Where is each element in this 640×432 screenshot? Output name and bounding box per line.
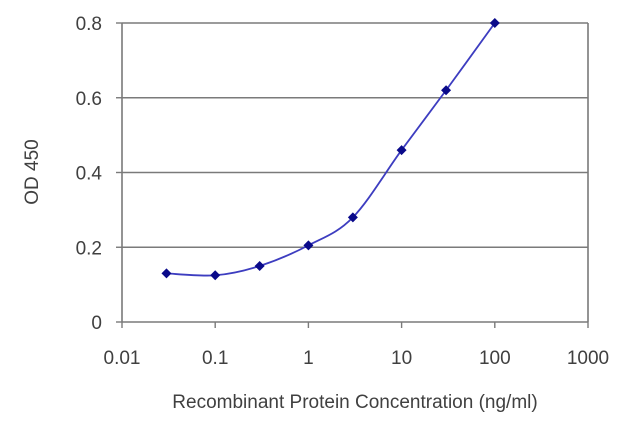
data-point [254, 260, 265, 271]
data-point [347, 212, 358, 223]
y-tick-label: 0 [91, 313, 102, 334]
data-point [441, 85, 452, 96]
y-tick-label: 0.8 [76, 14, 102, 35]
data-point [210, 270, 221, 281]
data-point [396, 145, 407, 156]
y-tick-label: 0.2 [76, 238, 102, 259]
data-point [489, 18, 500, 28]
x-axis-title: Recombinant Protein Concentration (ng/ml… [172, 392, 537, 413]
x-tick-label: 10 [391, 348, 412, 369]
axes [116, 22, 589, 328]
x-tick-label: 1000 [567, 348, 609, 369]
data-point [303, 240, 314, 251]
y-tick-label: 0.4 [76, 164, 103, 185]
data-point [161, 268, 172, 279]
y-axis-title: OD 450 [22, 139, 43, 204]
series-line [166, 22, 496, 277]
data-series [161, 18, 500, 281]
gridlines [122, 22, 588, 249]
tick-labels: 0 0.2 0.4 0.6 0.8 0.01 0.1 1 10 100 1000 [76, 14, 610, 369]
x-tick-label: 0.1 [202, 348, 228, 369]
x-tick-label: 100 [479, 348, 511, 369]
x-tick-label: 0.01 [104, 348, 141, 369]
y-tick-label: 0.6 [76, 89, 102, 110]
x-tick-label: 1 [303, 348, 314, 369]
